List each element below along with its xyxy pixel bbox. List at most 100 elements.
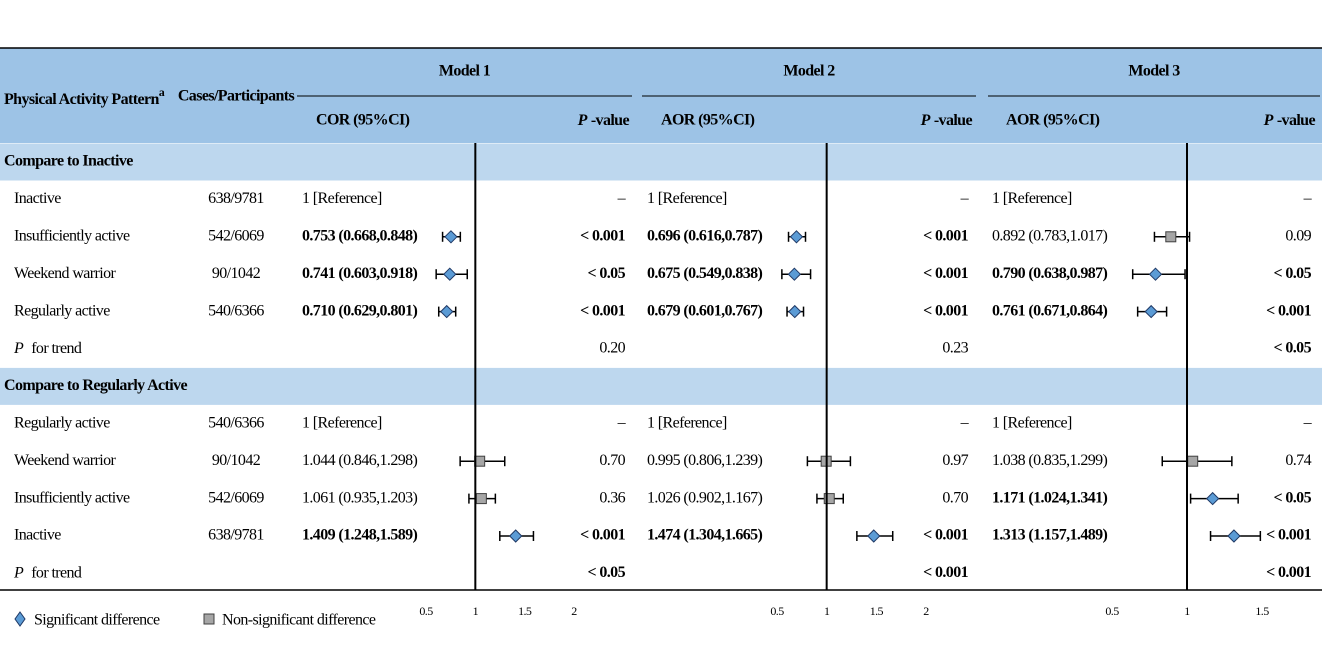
x-tick-label: 0.5 xyxy=(419,604,433,618)
x-tick-label: 1.5 xyxy=(1255,604,1269,618)
estimate: 1.061 (0.935,1.203) xyxy=(302,489,418,506)
estimate: 0.790 (0.638,0.987) xyxy=(992,265,1108,282)
p-value: < 0.05 xyxy=(1273,265,1311,282)
model-title: Model 2 xyxy=(783,63,835,80)
estimate-diamond xyxy=(867,529,881,543)
cases: 90/1042 xyxy=(212,452,261,469)
p-value: < 0.001 xyxy=(1266,564,1312,581)
estimate: 0.892 (0.783,1.017) xyxy=(992,227,1108,244)
estimate: 1 [Reference] xyxy=(992,190,1072,207)
section-title: Compare to Regularly Active xyxy=(4,377,188,394)
estimate: 1.474 (1.304,1.665) xyxy=(647,527,763,544)
estimate: 0.696 (0.616,0.787) xyxy=(647,227,763,244)
estimate-square xyxy=(475,493,487,505)
estimate: 0.741 (0.603,0.918) xyxy=(302,265,418,282)
cases: 638/9781 xyxy=(208,527,264,544)
x-tick-label: 1 xyxy=(1184,604,1190,618)
p-value: – xyxy=(960,190,970,207)
estimate-diamond xyxy=(788,304,802,319)
x-tick-label: 0.5 xyxy=(1105,604,1119,618)
p-value: – xyxy=(1303,190,1313,207)
cases: 90/1042 xyxy=(212,265,261,282)
estimate: 1.313 (1.157,1.489) xyxy=(992,527,1108,544)
p-rest: -value xyxy=(1277,112,1316,129)
p-value: 0.09 xyxy=(1285,227,1311,244)
p-value: < 0.001 xyxy=(923,527,969,544)
estimate: 0.761 (0.671,0.864) xyxy=(992,302,1108,319)
p-value: < 0.001 xyxy=(580,302,626,319)
p-rest: -value xyxy=(591,112,630,129)
p-value: < 0.001 xyxy=(580,527,626,544)
estimate: 1 [Reference] xyxy=(992,414,1072,431)
x-tick-label: 1.5 xyxy=(518,604,532,618)
estimate: 1.044 (0.846,1.298) xyxy=(302,452,418,469)
estimate-diamond xyxy=(444,230,458,244)
p-header: P -value xyxy=(1263,112,1316,129)
p-value: 0.74 xyxy=(1285,452,1311,469)
p-value: – xyxy=(1303,414,1313,431)
row-label-italic: P xyxy=(13,340,24,357)
row-label: Weekend warrior xyxy=(14,452,116,469)
estimate-diamond xyxy=(789,230,804,244)
x-tick-label: 0.5 xyxy=(770,604,784,618)
p-value: – xyxy=(617,190,627,207)
p-value: 0.23 xyxy=(942,340,968,357)
p-value: – xyxy=(617,414,627,431)
p-value: < 0.05 xyxy=(1273,489,1311,506)
row-label-italic: P xyxy=(13,564,24,581)
estimate: 1 [Reference] xyxy=(647,414,727,431)
p-value: < 0.001 xyxy=(923,265,969,282)
x-tick-label: 1.5 xyxy=(870,604,884,618)
estimate-diamond xyxy=(1227,529,1241,543)
estimate: 1.409 (1.248,1.589) xyxy=(302,527,418,544)
estimate: 0.753 (0.668,0.848) xyxy=(302,227,418,244)
estimate-square xyxy=(823,493,835,505)
p-value: < 0.05 xyxy=(587,564,625,581)
p-italic: P xyxy=(577,112,588,129)
estimate-square xyxy=(1187,455,1199,467)
p-italic: P xyxy=(1263,112,1274,129)
estimate-diamond xyxy=(787,267,802,281)
p-rest: -value xyxy=(934,112,973,129)
legend-label: Non-significant difference xyxy=(222,612,376,629)
p-value: < 0.001 xyxy=(923,564,969,581)
estimate: 1 [Reference] xyxy=(302,414,382,431)
p-value: < 0.05 xyxy=(1273,340,1311,357)
p-value: < 0.001 xyxy=(923,302,969,319)
p-header: P -value xyxy=(920,112,973,129)
estimate: 1.038 (0.835,1.299) xyxy=(992,452,1108,469)
legend-diamond xyxy=(14,611,26,627)
est-header: AOR (95%CI) xyxy=(1006,112,1100,129)
p-value: 0.20 xyxy=(599,340,625,357)
section-band xyxy=(0,367,1322,405)
p-value: < 0.001 xyxy=(1266,527,1312,544)
cases: 638/9781 xyxy=(208,190,264,207)
p-italic: P xyxy=(920,112,931,129)
row-label-text: for trend xyxy=(31,340,82,357)
row-label-text: for trend xyxy=(31,564,82,581)
estimate: 0.675 (0.549,0.838) xyxy=(647,265,763,282)
row-label: Inactive xyxy=(14,527,61,544)
p-header: P -value xyxy=(577,112,630,129)
est-header: COR (95%CI) xyxy=(316,112,410,129)
row-label: Insufficiently active xyxy=(14,489,130,506)
estimate: 0.679 (0.601,0.767) xyxy=(647,302,763,319)
section-title: Compare to Inactive xyxy=(4,153,133,170)
estimate-diamond xyxy=(443,267,457,281)
p-value: < 0.05 xyxy=(587,265,625,282)
estimate-diamond xyxy=(440,304,454,319)
cases-header: Cases/Participants xyxy=(178,88,295,105)
estimate-square xyxy=(1165,231,1177,243)
p-value: 0.36 xyxy=(599,489,625,506)
cases: 542/6069 xyxy=(208,489,264,506)
p-value: < 0.001 xyxy=(923,227,969,244)
estimate-diamond xyxy=(1205,491,1220,506)
row-label: Regularly active xyxy=(14,414,110,431)
row-label: Weekend warrior xyxy=(14,265,116,282)
x-tick-label: 2 xyxy=(571,604,577,618)
legend-label: Significant difference xyxy=(34,612,160,629)
p-value: 0.70 xyxy=(599,452,625,469)
